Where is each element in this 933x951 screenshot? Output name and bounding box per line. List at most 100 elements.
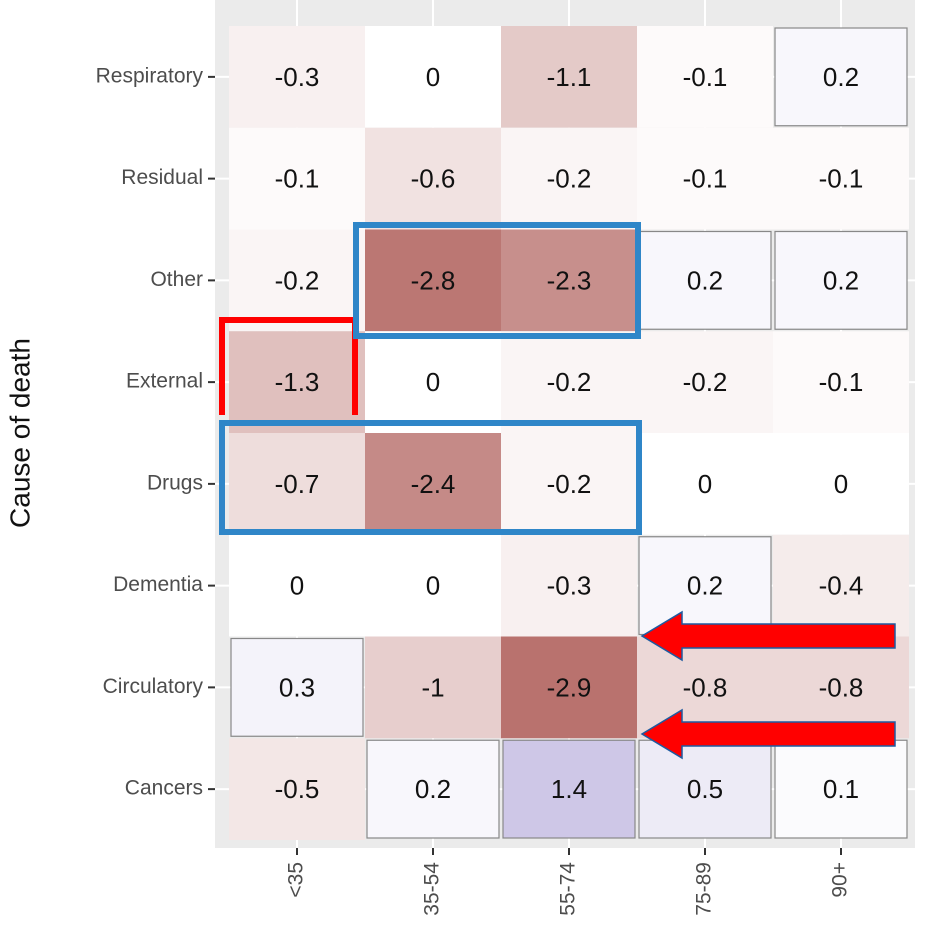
cell — [229, 534, 365, 637]
cell — [229, 331, 365, 433]
cell-label: -0.1 — [275, 164, 320, 194]
cell — [637, 26, 773, 128]
cell-label: 0.2 — [415, 774, 451, 804]
cell-label: 0.5 — [687, 774, 723, 804]
y-tick-label: Dementia — [113, 573, 203, 596]
cells — [215, 0, 915, 848]
cell-label: -0.2 — [547, 367, 592, 397]
y-tick-label: Respiratory — [96, 64, 204, 87]
highlight-blue — [219, 420, 642, 535]
cell-label: -0.5 — [275, 774, 320, 804]
cell-label: 0 — [290, 571, 304, 601]
cell — [501, 26, 637, 128]
cell-label: 0.2 — [823, 265, 859, 295]
cell-label: -0.3 — [547, 571, 592, 601]
annotations — [219, 222, 896, 760]
cell-label: -1 — [421, 672, 444, 702]
x-tick-label: 75-89 — [693, 862, 716, 916]
cell-label: -2.9 — [547, 672, 592, 702]
cell — [637, 433, 773, 535]
cell — [638, 536, 772, 636]
cell — [773, 331, 909, 433]
cell — [365, 636, 501, 739]
cell-label: -0.8 — [819, 672, 864, 702]
cell-label: -0.1 — [683, 62, 728, 92]
cell-label: 0 — [426, 62, 440, 92]
arrow — [640, 610, 896, 662]
cell-label: 0.1 — [823, 774, 859, 804]
cell — [365, 433, 501, 535]
cell-label: 0.2 — [687, 265, 723, 295]
x-tick-label: 90+ — [829, 862, 852, 898]
x-tick-label: 35-54 — [421, 862, 444, 916]
cell-label: -0.8 — [683, 672, 728, 702]
cell — [774, 27, 908, 127]
y-tick-label: Other — [150, 268, 203, 291]
cell — [229, 433, 365, 535]
cell-label: 0 — [698, 469, 712, 499]
x-tick-label: <35 — [285, 862, 308, 898]
cell — [365, 26, 501, 128]
cell-label: -1.3 — [275, 367, 320, 397]
cell-label: -0.3 — [275, 62, 320, 92]
cell — [501, 636, 637, 739]
cell-label: -2.4 — [411, 469, 456, 499]
cell — [638, 739, 772, 839]
cell — [229, 738, 365, 840]
y-tick-label: External — [126, 370, 203, 393]
highlight-red — [219, 317, 358, 415]
cell-label: -0.1 — [819, 164, 864, 194]
cell-label: 0 — [426, 367, 440, 397]
cell-label: -1.1 — [547, 62, 592, 92]
cell — [773, 127, 909, 230]
cell-label: 0 — [834, 469, 848, 499]
cell-label: -0.4 — [819, 571, 864, 601]
cell — [365, 127, 501, 230]
cell — [365, 331, 501, 433]
cell — [229, 26, 365, 128]
cell-label: -0.2 — [275, 265, 320, 295]
cell — [230, 637, 364, 737]
y-tick-label: Circulatory — [103, 675, 204, 698]
cell-label: -0.1 — [683, 164, 728, 194]
cell — [229, 127, 365, 230]
cell — [637, 331, 773, 433]
arrow — [640, 708, 896, 760]
cell-label: 0.2 — [687, 571, 723, 601]
cell — [365, 229, 501, 332]
cell-label: 1.4 — [551, 774, 587, 804]
cell-label: -0.1 — [819, 367, 864, 397]
cell — [502, 739, 636, 839]
cell — [501, 127, 637, 230]
cell — [501, 331, 637, 433]
cell-label: -0.6 — [411, 164, 456, 194]
cell — [773, 534, 909, 637]
cell — [501, 433, 637, 535]
x-tick-label: 55-74 — [557, 862, 580, 916]
cell — [637, 127, 773, 230]
cell-label: -0.2 — [547, 164, 592, 194]
highlight-blue — [353, 222, 641, 339]
cell-label: -0.2 — [683, 367, 728, 397]
y-tick-label: Drugs — [147, 471, 203, 494]
cell-label: -0.7 — [275, 469, 320, 499]
cell-label: 0 — [426, 571, 440, 601]
y-axis-title: Cause of death — [4, 338, 35, 528]
cell — [501, 229, 637, 332]
cell-label: -0.2 — [547, 469, 592, 499]
y-tick-label: Residual — [121, 166, 203, 189]
cell-label: -2.3 — [547, 265, 592, 295]
cell — [365, 534, 501, 637]
cell — [229, 229, 365, 332]
cell-label: 0.3 — [279, 672, 315, 702]
y-tick-label: Cancers — [125, 777, 203, 800]
cell — [638, 230, 772, 330]
cell — [774, 739, 908, 839]
cell — [501, 534, 637, 637]
cell — [366, 739, 500, 839]
cell-label: 0.2 — [823, 62, 859, 92]
cell — [773, 433, 909, 535]
cell — [774, 230, 908, 330]
cell-label: -2.8 — [411, 265, 456, 295]
